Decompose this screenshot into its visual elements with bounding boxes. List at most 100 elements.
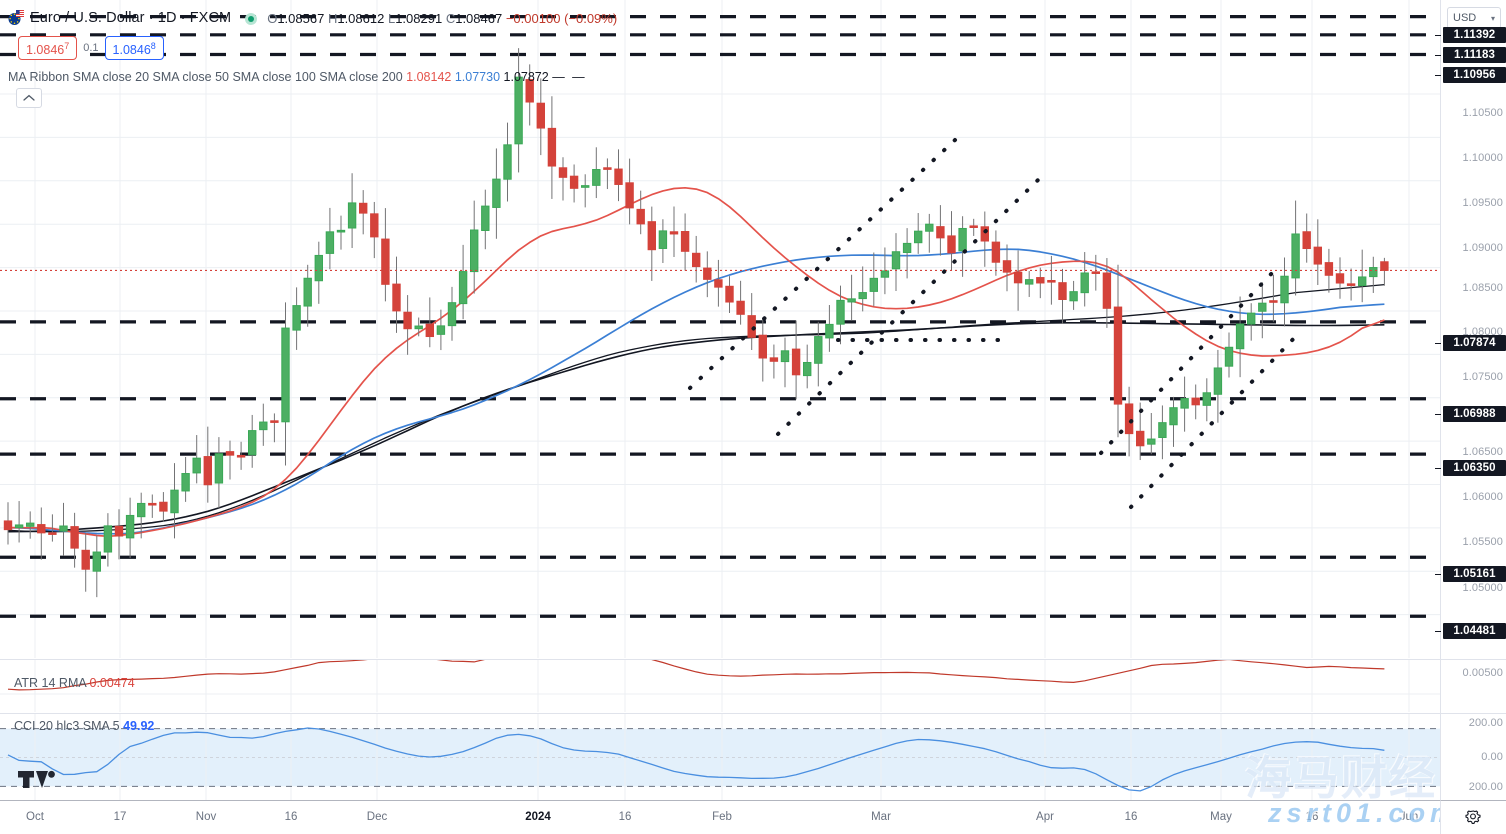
time-tick-label: Apr <box>1036 811 1054 823</box>
candlestick <box>92 535 101 598</box>
candlestick <box>592 147 601 199</box>
trendline[interactable] <box>776 178 1040 436</box>
candlestick <box>736 280 745 325</box>
candlestick <box>1302 213 1311 263</box>
candlestick <box>514 48 523 173</box>
price-tick-label: 200.00 <box>1468 781 1503 793</box>
price-level-label: 1.04481 <box>1443 623 1506 639</box>
candlestick <box>347 173 357 248</box>
price-tick-label: 1.06500 <box>1462 446 1503 458</box>
candlestick <box>492 148 501 239</box>
candlestick <box>1335 257 1345 299</box>
candlestick <box>625 158 634 225</box>
candlestick <box>914 213 923 254</box>
chart-settings-button[interactable] <box>1440 800 1506 834</box>
candlestick <box>958 216 967 277</box>
candlestick <box>636 190 645 235</box>
candlestick <box>70 512 79 568</box>
candlestick <box>359 190 368 235</box>
candlestick <box>669 206 679 257</box>
chevron-up-icon <box>23 94 35 101</box>
candlestick <box>703 251 712 298</box>
candlestick <box>1147 413 1156 455</box>
candlestick <box>1213 349 1223 423</box>
trendline[interactable] <box>1099 270 1275 455</box>
sma-line <box>7 283 1385 533</box>
candlestick <box>603 158 612 190</box>
candlestick <box>336 215 346 250</box>
axis-separator-2 <box>1441 713 1506 714</box>
candlestick <box>936 205 945 256</box>
price-axis[interactable]: USD ▾ 1.11392 1.11183 1.10956 1.10500 1.1000… <box>1435 0 1506 834</box>
candlestick <box>503 122 512 202</box>
candlestick <box>836 285 845 345</box>
collapse-pane-button[interactable] <box>16 88 42 108</box>
time-tick-label: Mar <box>871 811 891 823</box>
bid-ask-row[interactable]: 1.08467 0.1 1.08468 <box>18 36 164 61</box>
candlestick <box>248 414 257 468</box>
price-level-tick <box>1435 414 1441 415</box>
candlestick <box>714 259 723 307</box>
price-level-label: 1.05161 <box>1443 566 1506 582</box>
candlestick <box>1091 254 1100 291</box>
trendline[interactable] <box>688 138 957 390</box>
candlestick <box>1002 244 1012 292</box>
price-tick-label: 1.10500 <box>1462 107 1503 119</box>
candlestick <box>3 502 13 545</box>
cci-line <box>7 727 1385 792</box>
main-price-pane[interactable] <box>0 0 1440 658</box>
candlestick <box>236 441 246 470</box>
candlestick <box>303 264 312 327</box>
candlestick <box>481 189 490 250</box>
time-tick-label: Jun <box>1399 811 1419 823</box>
candlestick <box>869 252 878 307</box>
candlestick <box>325 207 335 270</box>
atr-indicator-pane[interactable] <box>0 659 1440 712</box>
candlestick <box>925 213 934 253</box>
price-tick-label: 1.08500 <box>1462 282 1503 294</box>
candlestick <box>48 514 57 542</box>
candlestick <box>725 276 734 314</box>
time-tick-label: Nov <box>195 811 217 823</box>
cci-indicator-pane[interactable] <box>0 713 1440 800</box>
candlestick <box>658 219 668 263</box>
candlestick <box>14 501 24 543</box>
candlestick <box>558 157 568 201</box>
candlestick <box>1025 271 1034 297</box>
sma-line <box>7 322 1385 533</box>
price-level-label: 1.06350 <box>1443 460 1506 476</box>
candlestick <box>569 164 579 203</box>
candlestick <box>1102 258 1112 328</box>
price-level-tick <box>1435 343 1441 344</box>
candlestick <box>403 295 412 355</box>
ask-price-box[interactable]: 1.08468 <box>104 36 164 61</box>
price-level-label: 1.11183 <box>1443 47 1506 63</box>
candlestick <box>747 293 756 350</box>
tradingview-logo[interactable] <box>18 762 58 793</box>
candlestick <box>1369 256 1378 293</box>
candlestick <box>1113 264 1123 438</box>
candlestick <box>1069 280 1078 310</box>
candlestick <box>780 337 790 388</box>
candlestick <box>692 235 701 283</box>
price-tick-label: 200.00 <box>1468 717 1503 729</box>
bid-price-box[interactable]: 1.08467 <box>18 36 78 61</box>
currency-selector[interactable]: USD ▾ <box>1447 7 1501 29</box>
candlestick <box>125 497 135 559</box>
candlestick <box>159 492 168 522</box>
time-axis[interactable]: Oct 17 Nov 16 Dec 2024 16 Feb Mar Apr 16 May 16 Jun <box>0 800 1440 834</box>
time-tick-label: Oct <box>26 811 44 823</box>
price-level-label: 1.10956 <box>1443 67 1506 83</box>
trendline[interactable] <box>1129 330 1302 509</box>
candlestick <box>192 435 201 484</box>
price-level-tick <box>1435 631 1441 632</box>
candlestick <box>647 206 656 281</box>
candlestick <box>214 437 224 509</box>
candlestick <box>1346 268 1356 301</box>
price-level-label: 1.07874 <box>1443 335 1506 351</box>
candlestick <box>203 426 213 503</box>
candlestick <box>281 302 290 466</box>
candlestick <box>26 511 35 539</box>
candlestick-canvas[interactable] <box>0 0 1440 658</box>
